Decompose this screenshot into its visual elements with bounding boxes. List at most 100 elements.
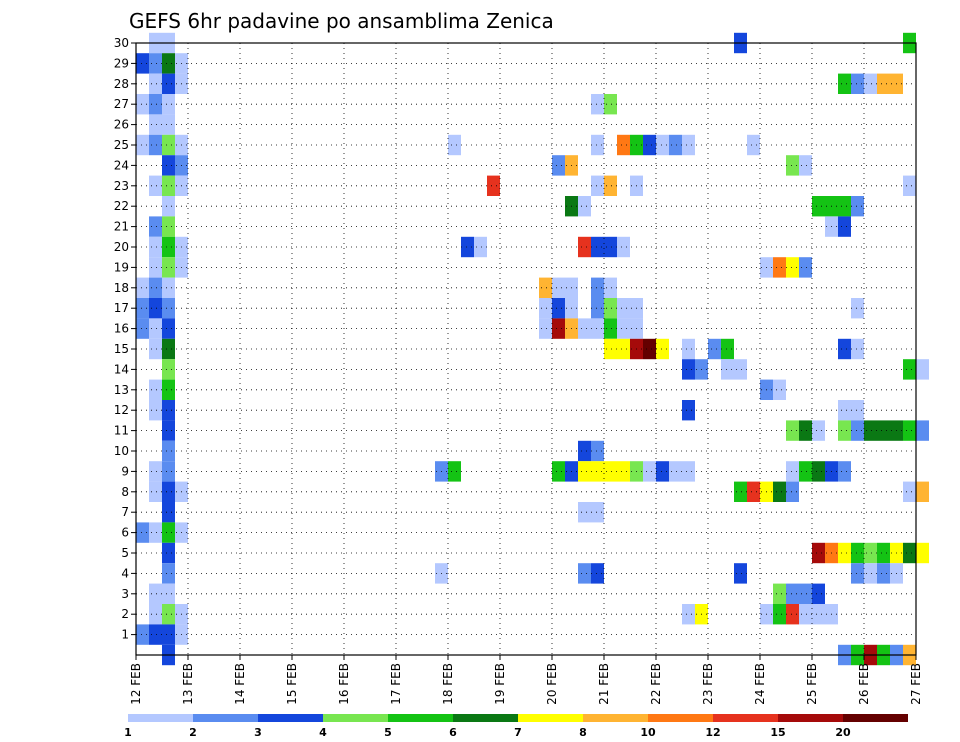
heatmap-cell: [552, 277, 565, 298]
heatmap-cell: [799, 461, 812, 482]
heatmap-cell: [903, 542, 916, 564]
heatmap-cell: [682, 359, 695, 380]
heatmap-cell: [812, 583, 825, 604]
heatmap-cell: [162, 542, 175, 564]
heatmap-cell: [604, 94, 617, 115]
heatmap-cell: [162, 175, 175, 196]
x-tick-label: 13 FEB: [181, 663, 195, 705]
heatmap-cell: [682, 461, 695, 482]
heatmap-cell: [162, 400, 175, 421]
y-tick-label: 27: [114, 97, 129, 111]
heatmap-cell: [162, 196, 175, 217]
heatmap-cell: [656, 338, 669, 360]
heatmap-cell: [682, 400, 695, 421]
heatmap-cell: [903, 481, 916, 502]
y-tick-label: 8: [121, 485, 129, 499]
heatmap-cell: [604, 277, 617, 298]
heatmap-cell: [656, 134, 669, 156]
legend-label: 6: [449, 726, 457, 739]
heatmap-cell: [851, 298, 864, 319]
y-tick-label: 6: [121, 526, 129, 540]
heatmap-cell: [851, 542, 864, 564]
heatmap-cell: [838, 400, 851, 421]
heatmap-cell: [617, 318, 630, 339]
legend-swatch: [713, 714, 778, 722]
heatmap-cell: [162, 216, 175, 237]
y-tick-label: 22: [114, 199, 129, 213]
y-tick-label: 25: [114, 138, 129, 152]
y-tick-label: 1: [121, 628, 129, 642]
heatmap-cell: [162, 461, 175, 482]
heatmap-cell: [851, 196, 864, 217]
heatmap-cell: [162, 481, 175, 502]
heatmap-cell: [162, 338, 175, 360]
heatmap-cell: [838, 73, 851, 94]
color-legend: 1 2 3 4 5 6 7 8 10 12 15 20: [124, 714, 908, 739]
legend-label: 5: [384, 726, 392, 739]
heatmap-cell: [604, 298, 617, 319]
y-tick-label: 18: [114, 281, 129, 295]
heatmap-cells: [136, 32, 929, 666]
heatmap-cell: [552, 155, 565, 176]
x-tick-label: 23 FEB: [701, 663, 715, 705]
heatmap-cell: [773, 257, 786, 278]
heatmap-cell: [786, 461, 799, 482]
legend-swatch: [258, 714, 323, 722]
heatmap-cell: [682, 604, 695, 625]
heatmap-cell: [162, 359, 175, 380]
x-tick-label: 24 FEB: [753, 663, 767, 705]
heatmap-cell: [838, 542, 851, 564]
heatmap-cell: [162, 604, 175, 625]
heatmap-cell: [851, 73, 864, 94]
heatmap-cell: [916, 359, 929, 380]
legend-swatch: [648, 714, 713, 722]
heatmap-cell: [799, 583, 812, 604]
heatmap-cell: [591, 175, 604, 196]
heatmap-cell: [162, 318, 175, 339]
heatmap-cell: [162, 53, 175, 74]
y-tick-label: 12: [114, 403, 129, 417]
legend-label: 3: [254, 726, 262, 739]
heatmap-cell: [773, 604, 786, 625]
heatmap-cell: [591, 298, 604, 319]
y-tick-label: 4: [121, 566, 129, 580]
heatmap-cell: [747, 134, 760, 156]
heatmap-cell: [591, 440, 604, 462]
heatmap-cell: [149, 73, 162, 94]
y-tick-label: 14: [114, 362, 129, 376]
heatmap-cell: [617, 461, 630, 482]
heatmap-cell: [162, 94, 175, 115]
legend-swatch: [843, 714, 908, 722]
heatmap-cell: [149, 134, 162, 156]
heatmap-cell: [604, 461, 617, 482]
heatmap-cell: [721, 359, 734, 380]
y-tick-label: 24: [114, 158, 129, 172]
heatmap-cell: [604, 318, 617, 339]
heatmap-cell: [773, 481, 786, 502]
heatmap-cell: [799, 257, 812, 278]
heatmap-cell: [149, 624, 162, 645]
y-tick-label: 15: [114, 342, 129, 356]
x-tick-label: 19 FEB: [493, 663, 507, 705]
heatmap-cell: [786, 583, 799, 604]
y-tick-label: 16: [114, 322, 129, 336]
heatmap-cell: [162, 502, 175, 523]
legend-swatch: [518, 714, 583, 722]
heatmap-cell: [448, 134, 461, 156]
heatmap-cell: [799, 420, 812, 441]
heatmap-cell: [864, 420, 877, 441]
heatmap-cell: [162, 134, 175, 156]
y-tick-label: 2: [121, 607, 129, 621]
y-tick-label: 23: [114, 179, 129, 193]
heatmap-cell: [149, 400, 162, 421]
heatmap-cell: [864, 73, 877, 94]
y-tick-label: 11: [114, 424, 129, 438]
heatmap-cell: [799, 155, 812, 176]
y-tick-label: 17: [114, 301, 129, 315]
heatmap-cell: [539, 318, 552, 339]
heatmap-cell: [838, 461, 851, 482]
heatmap-cell: [578, 502, 591, 523]
heatmap-cell: [149, 604, 162, 625]
heatmap-cell: [539, 298, 552, 319]
